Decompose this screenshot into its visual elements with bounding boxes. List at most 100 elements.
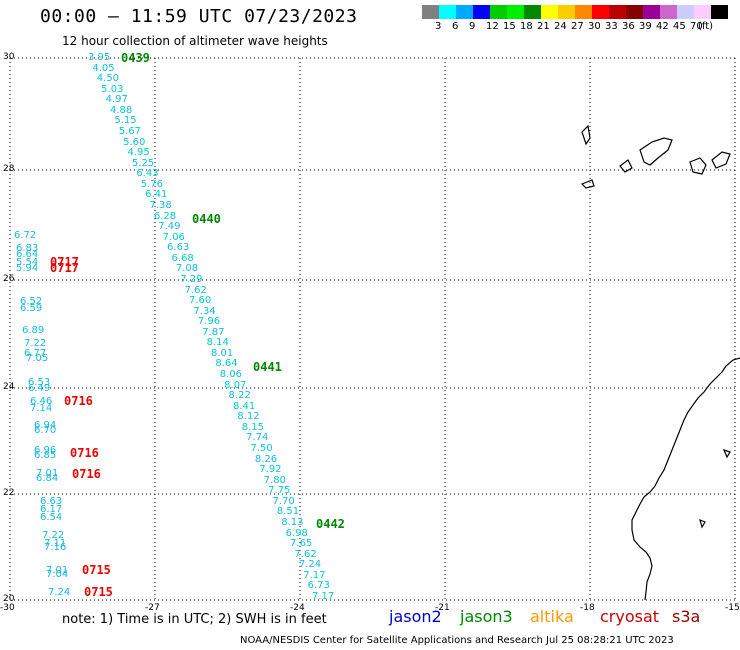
wave-height-value: 6.52 bbox=[20, 296, 43, 307]
colorbar-swatch bbox=[456, 5, 473, 19]
wave-height-value: 8.41 bbox=[232, 400, 256, 412]
colorbar-swatch bbox=[609, 5, 626, 19]
wave-height-value: 7.16 bbox=[44, 542, 67, 553]
wave-height-value: 7.11 bbox=[44, 538, 67, 549]
pass-id-label: 0716 bbox=[72, 467, 101, 481]
islet-2 bbox=[699, 518, 706, 529]
wave-height-value: 7.62 bbox=[184, 284, 207, 296]
pass-id-label: 0715 bbox=[82, 563, 111, 577]
wave-height-value: 7.34 bbox=[193, 305, 216, 317]
colorbar-label: 3 bbox=[435, 21, 442, 32]
wave-height-value: 5.15 bbox=[114, 115, 137, 127]
islet-1 bbox=[722, 449, 731, 459]
colorbar-label: 42 bbox=[656, 21, 669, 32]
wave-height-value: 7.50 bbox=[250, 443, 273, 455]
pass-id-label: 0716 bbox=[70, 446, 99, 460]
colorbar-label: 45 bbox=[673, 21, 686, 32]
wave-height-value: 6.94 bbox=[34, 420, 57, 431]
y-tick-label: 22 bbox=[3, 488, 15, 498]
wave-height-value: 7.17 bbox=[312, 591, 335, 602]
canary-island-gran-canaria bbox=[689, 157, 707, 175]
colorbar-label: 6 bbox=[452, 21, 459, 32]
wave-height-value: 7.62 bbox=[294, 548, 317, 560]
note-text: note: 1) Time is in UTC; 2) SWH is in fe… bbox=[62, 612, 327, 627]
wave-height-value: 6.43 bbox=[136, 168, 159, 180]
wave-height-value: 6.96 bbox=[34, 445, 57, 456]
wave-height-value: 6.89 bbox=[22, 325, 45, 336]
wave-height-value: 7.80 bbox=[263, 474, 286, 486]
wave-height-value: 7.92 bbox=[259, 464, 282, 476]
wave-height-value: 6.98 bbox=[285, 527, 308, 539]
wave-height-value: 6.85 bbox=[34, 450, 57, 461]
colorbar-swatch bbox=[677, 5, 694, 19]
wave-height-value: 7.75 bbox=[268, 485, 291, 497]
pass-id-label: 0439 bbox=[121, 51, 150, 65]
x-tick-label: -21 bbox=[435, 603, 450, 613]
wave-height-value: 3.95 bbox=[88, 52, 111, 63]
wave-height-value: 8.14 bbox=[206, 337, 229, 349]
y-tick-label: 20 bbox=[3, 594, 15, 604]
wave-height-value: 5.76 bbox=[140, 178, 163, 190]
wave-height-value: 6.54 bbox=[40, 512, 63, 523]
wave-height-value: 6.59 bbox=[20, 303, 43, 314]
wave-height-value: 8.15 bbox=[241, 421, 264, 433]
canary-island-fuerteventura bbox=[711, 151, 731, 169]
map-title: 00:00 – 11:59 UTC 07/23/2023 bbox=[40, 6, 358, 27]
wave-height-value: 8.07 bbox=[224, 379, 247, 391]
colorbar-label: 12 bbox=[486, 21, 499, 32]
colorbar-swatch bbox=[592, 5, 609, 19]
canary-island-hierro bbox=[580, 179, 595, 189]
colorbar-swatch bbox=[507, 5, 524, 19]
y-tick-label: 24 bbox=[3, 382, 15, 392]
x-tick-label: -30 bbox=[0, 603, 15, 613]
pass-id-label: 0440 bbox=[192, 212, 221, 226]
wave-height-value: 8.06 bbox=[219, 369, 243, 381]
legend-item-altika: altika bbox=[530, 607, 574, 626]
wave-height-value: 6.46 bbox=[30, 396, 53, 407]
wave-height-value: 5.60 bbox=[123, 136, 146, 148]
colorbar-label: 18 bbox=[520, 21, 533, 32]
colorbar-swatch bbox=[524, 5, 541, 19]
wave-height-value: 8.51 bbox=[276, 506, 300, 518]
colorbar-swatch bbox=[541, 5, 558, 19]
wave-height-value: 6.17 bbox=[40, 504, 63, 515]
colorbar-swatch bbox=[473, 5, 490, 19]
y-tick-label: 26 bbox=[3, 274, 15, 284]
wave-height-value: 7.14 bbox=[30, 403, 53, 414]
wave-height-value: 8.01 bbox=[210, 347, 234, 359]
wave-height-value: 5.03 bbox=[101, 83, 124, 95]
wave-height-value: 6.49 bbox=[28, 383, 51, 394]
wave-height-value: 7.06 bbox=[162, 231, 185, 243]
colorbar-label: 15 bbox=[503, 21, 516, 32]
wave-height-value: 5.94 bbox=[16, 263, 39, 274]
wave-height-value: 5.25 bbox=[131, 157, 155, 169]
legend-item-jason2: jason2 bbox=[389, 607, 442, 626]
wave-height-value: 8.13 bbox=[281, 517, 304, 529]
wave-height-value: 6.53 bbox=[28, 377, 51, 388]
wave-height-value: 7.22 bbox=[42, 530, 65, 541]
canary-island-tenerife bbox=[639, 137, 673, 166]
x-tick-label: -18 bbox=[580, 603, 595, 613]
wave-height-value: 4.97 bbox=[105, 94, 128, 106]
wave-height-value: 6.72 bbox=[14, 230, 37, 241]
wave-height-value: 7.17 bbox=[303, 569, 326, 581]
pass-id-label: 0716 bbox=[64, 394, 93, 408]
colorbar-label: 30 bbox=[588, 21, 601, 32]
wave-height-value: 7.60 bbox=[189, 295, 212, 307]
wave-height-value: 7.24 bbox=[48, 587, 71, 598]
canary-island-gomera bbox=[619, 159, 633, 173]
x-tick-label: -27 bbox=[145, 603, 160, 613]
wave-height-value: 4.05 bbox=[92, 62, 115, 74]
wave-height-value: 6.84 bbox=[36, 473, 59, 484]
wave-height-value: 4.50 bbox=[96, 73, 120, 85]
wave-height-value: 7.65 bbox=[290, 538, 313, 550]
wave-height-value: 7.08 bbox=[175, 263, 199, 275]
y-tick-label: 28 bbox=[3, 164, 15, 174]
y-tick-label: 30 bbox=[3, 52, 15, 62]
wave-height-value: 8.64 bbox=[215, 358, 238, 370]
wave-height-value: 6.77 bbox=[24, 348, 47, 359]
wave-height-value: 6.73 bbox=[307, 580, 330, 592]
wave-height-value: 4.95 bbox=[127, 147, 150, 159]
wave-height-value: 6.70 bbox=[34, 425, 57, 436]
